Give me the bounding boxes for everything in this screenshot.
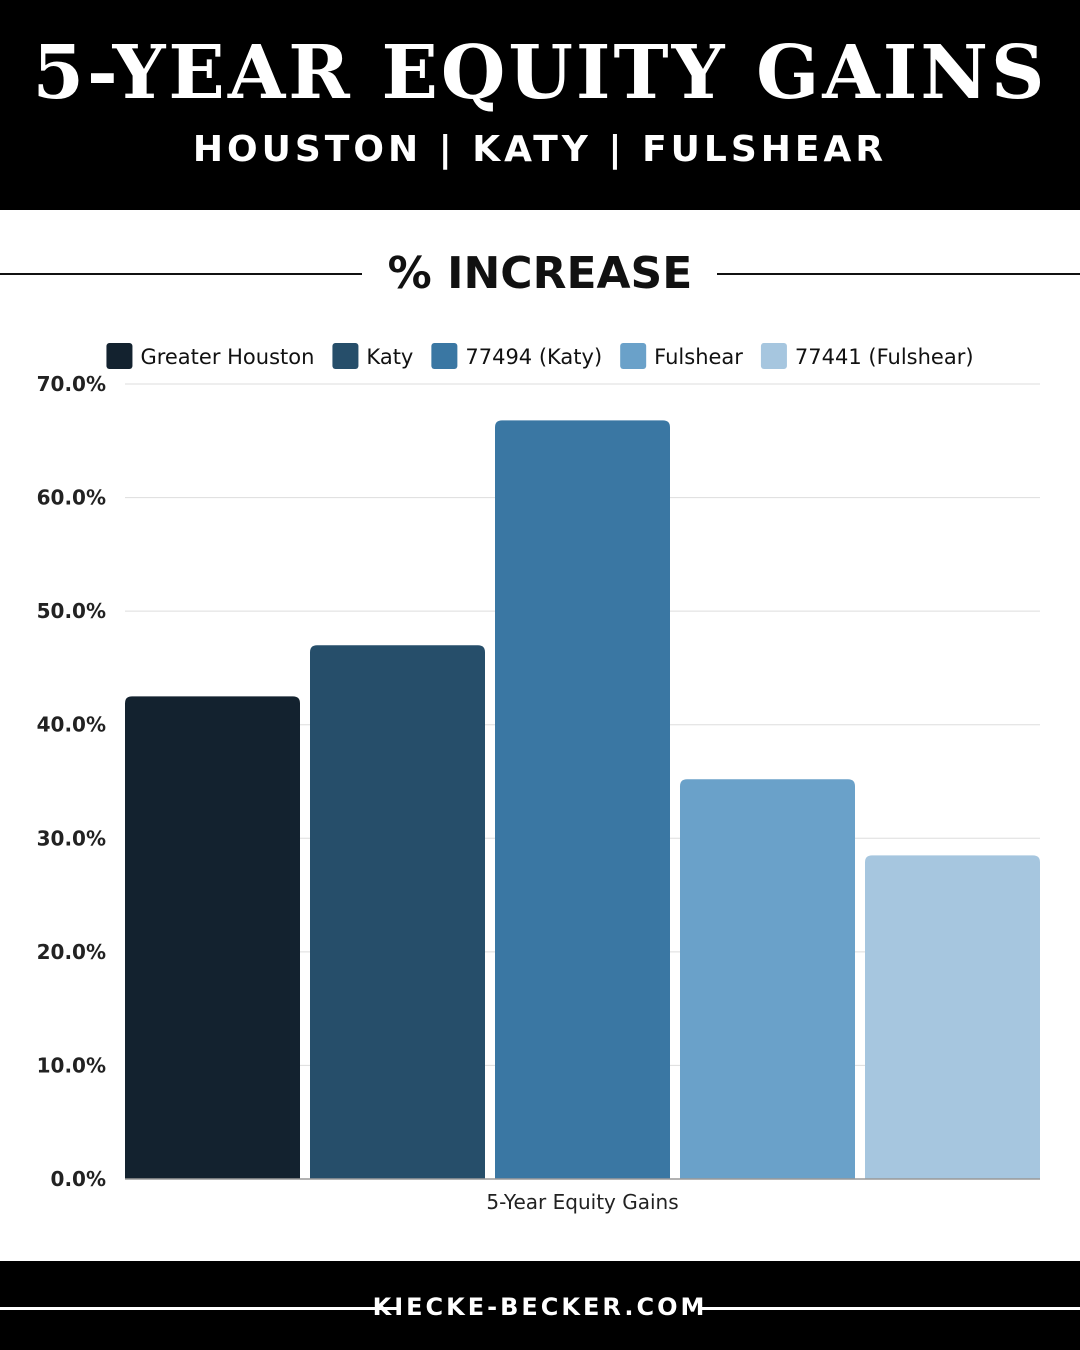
- bar-katy: [310, 645, 485, 1179]
- legend-label-katy: Katy: [366, 345, 413, 369]
- bar-greater-houston: [125, 696, 300, 1179]
- header-banner: 5-YEAR EQUITY GAINS HOUSTON | KATY | FUL…: [0, 0, 1080, 210]
- y-tick-label: 70.0%: [37, 372, 106, 396]
- y-tick-label: 10.0%: [37, 1053, 106, 1077]
- section-title: % INCREASE: [387, 248, 693, 299]
- equity-gains-chart: 0.0% 10.0% 20.0% 30.0% 40.0% 50.0% 60.0% 70.0% 5…: [37, 343, 1040, 1214]
- y-tick-label: 20.0%: [37, 940, 106, 964]
- bar-fulshear: [680, 779, 855, 1179]
- page-subtitle: HOUSTON | KATY | FULSHEAR: [192, 129, 888, 170]
- legend-label-77441-fulshear: 77441 (Fulshear): [795, 345, 974, 369]
- section-divider-right: [717, 273, 1080, 275]
- y-tick-label: 60.0%: [37, 486, 106, 510]
- footer-divider-left: [0, 1307, 400, 1310]
- footer-banner: KIECKE-BECKER.COM: [0, 1261, 1080, 1350]
- page-title: 5-YEAR EQUITY GAINS: [32, 30, 1048, 116]
- y-tick-label: 50.0%: [37, 599, 106, 623]
- legend-label-77494-katy: 77494 (Katy): [465, 345, 602, 369]
- y-tick-label: 30.0%: [37, 826, 106, 850]
- y-tick-label: 0.0%: [51, 1167, 106, 1191]
- y-tick-label: 40.0%: [37, 713, 106, 737]
- bar-77494-katy: [495, 420, 670, 1179]
- footer-divider-right: [698, 1307, 1080, 1310]
- section-divider-left: [0, 273, 362, 275]
- bar-77441-fulshear: [865, 855, 1040, 1179]
- legend-label-greater-houston: Greater Houston: [140, 345, 314, 369]
- legend-label-fulshear: Fulshear: [654, 345, 743, 369]
- legend-swatch-77441-fulshear: [760, 343, 787, 369]
- legend-swatch-katy: [332, 343, 359, 369]
- legend-swatch-77494-katy: [431, 343, 458, 369]
- footer-website[interactable]: KIECKE-BECKER.COM: [372, 1293, 708, 1321]
- legend-swatch-greater-houston: [106, 343, 133, 369]
- x-axis-label: 5-Year Equity Gains: [486, 1190, 678, 1214]
- legend-swatch-fulshear: [620, 343, 647, 369]
